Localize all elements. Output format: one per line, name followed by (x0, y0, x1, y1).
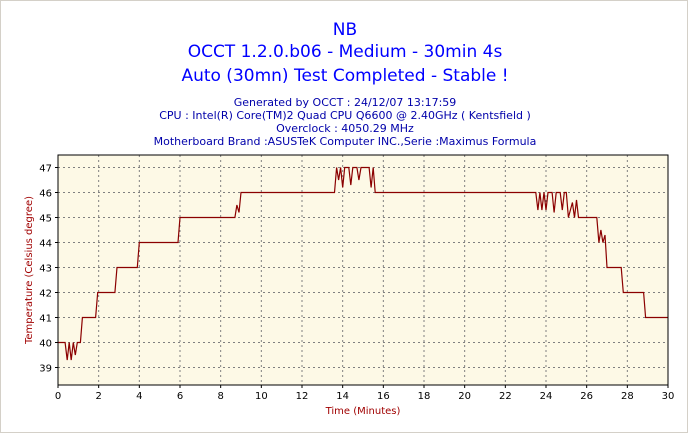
y-tick-label: 41 (39, 314, 52, 325)
x-tick-label: 30 (662, 391, 675, 402)
x-tick-label: 14 (336, 391, 349, 402)
y-tick-label: 43 (39, 264, 52, 275)
y-tick-label: 47 (39, 164, 52, 175)
x-tick-label: 2 (95, 391, 101, 402)
chart-title-line3: Auto (30mn) Test Completed - Stable ! (181, 66, 509, 86)
chart-title-line2: OCCT 1.2.0.b06 - Medium - 30min 4s (187, 42, 503, 62)
x-tick-label: 22 (499, 391, 512, 402)
motherboard-info: Motherboard Brand :ASUSTeK Computer INC.… (153, 135, 537, 148)
y-tick-label: 42 (39, 289, 52, 300)
cpu-info: CPU : Intel(R) Core(TM)2 Quad CPU Q6600 … (159, 109, 531, 122)
axis-ticks: 0 2 4 6 8 10 12 14 16 18 20 22 24 26 28 303940414243444… (39, 164, 674, 403)
plot-border (57, 154, 669, 386)
x-axis-title: Time (Minutes) (325, 406, 401, 417)
y-axis-title: Temperature (Celsius degree) (24, 196, 35, 345)
grid-lines (58, 155, 668, 385)
y-tick-label: 39 (39, 364, 52, 375)
chart-title-line1: NB (332, 20, 358, 40)
x-tick-label: 6 (177, 391, 183, 402)
temperature-series-line (58, 166, 668, 361)
x-tick-label: 28 (621, 391, 634, 402)
x-tick-label: 8 (217, 391, 223, 402)
x-tick-label: 26 (580, 391, 593, 402)
x-tick-label: 18 (418, 391, 431, 402)
x-tick-label: 12 (296, 391, 309, 402)
x-tick-label: 4 (136, 391, 142, 402)
plot-area (58, 155, 668, 385)
overclock-info: Overclock : 4050.29 MHz (276, 122, 414, 135)
y-tick-label: 40 (39, 339, 52, 350)
x-tick-label: 24 (540, 391, 553, 402)
y-tick-label: 46 (39, 189, 52, 200)
generated-info: Generated by OCCT : 24/12/07 13:17:59 (233, 96, 457, 109)
x-tick-label: 16 (377, 391, 390, 402)
x-tick-label: 10 (255, 391, 268, 402)
x-tick-label: 0 (55, 391, 61, 402)
y-tick-label: 45 (39, 214, 52, 225)
x-tick-label: 20 (458, 391, 471, 402)
y-tick-label: 44 (39, 239, 52, 250)
